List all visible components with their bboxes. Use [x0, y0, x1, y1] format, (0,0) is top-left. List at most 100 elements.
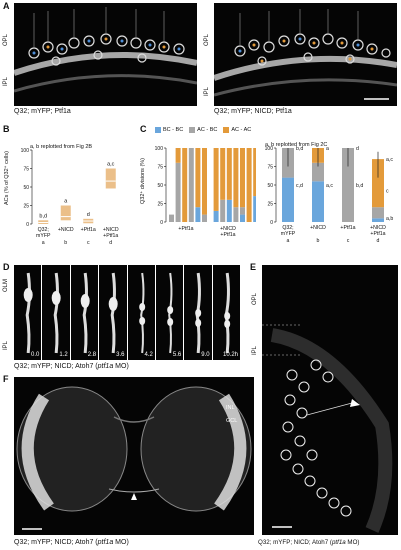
panel-e-opl-label: OPL	[252, 292, 258, 305]
group-label: +NICD	[310, 225, 326, 231]
timepoint-label: 10.2h	[222, 352, 238, 358]
significance-label-top: a	[326, 146, 329, 152]
panel-d-olm-label: OLM	[3, 278, 9, 292]
bar-ac-bc	[312, 162, 324, 182]
panel-d-ipl-label: IPL	[3, 340, 9, 350]
timepoint-label: 2.8	[87, 352, 97, 358]
stacked-bar-segment	[233, 207, 239, 222]
group-letter: a	[287, 238, 290, 244]
stacked-bar-segment	[182, 148, 188, 222]
timelapse-frame: 10.2h	[213, 265, 241, 360]
panel-f-image	[14, 377, 254, 535]
panel-a-ipl-label: IPL	[3, 76, 9, 86]
stacked-bar-segment	[175, 162, 181, 222]
timepoint-label: 4.2	[144, 352, 153, 358]
timelapse-frame: 1.2	[42, 265, 71, 360]
timepoint-label: 5.6	[172, 352, 182, 358]
group-letter: c	[87, 240, 90, 246]
group-label: +Ptf1a	[340, 225, 355, 231]
stacked-x-label: +NICD	[220, 226, 236, 232]
significance-label-mid: c	[386, 189, 389, 195]
stacked-bar-segment	[175, 148, 181, 163]
stacked-x-label: +Ptf1a	[178, 226, 193, 232]
stacked-bar-segment	[240, 148, 245, 208]
significance-label-bottom: a,b	[386, 216, 393, 222]
group-label: +NICD	[370, 225, 386, 231]
stacked-bar-segment	[220, 199, 226, 222]
arrowhead-icon	[131, 493, 137, 500]
timelapse-frame: 4.2	[128, 265, 156, 360]
panel-b-chart: 0255075100b,dQ32;mYFPaa+NICDbd+Ptf1aca,c…	[21, 148, 119, 246]
significance-label: a,c	[107, 162, 115, 168]
panel-e-letter: E	[250, 262, 257, 272]
bar-bc-bc	[372, 218, 384, 222]
y-tick-label: 75	[23, 166, 29, 172]
bar-bc-bc	[312, 181, 324, 222]
panel-e-retina	[262, 324, 393, 533]
significance-label-mid: a,c	[326, 183, 333, 189]
significance-label: a	[64, 199, 68, 205]
group-label: +Ptf1a	[103, 233, 118, 239]
group-letter: b	[317, 238, 320, 244]
timelapse-frame: 0.0	[14, 265, 43, 360]
stacked-bar-segment	[233, 148, 239, 208]
stacked-bar-segment	[253, 148, 256, 197]
panel-f-inl-label: INL	[226, 405, 235, 411]
panel-b-letter: B	[3, 124, 10, 134]
group-letter: c	[347, 238, 350, 244]
legend-ac-bc: AC - BC	[189, 127, 217, 133]
stacked-bar-segment	[240, 207, 245, 215]
panel-c-ylabel: Q32⁺ divisions (%)	[140, 157, 146, 204]
bar-ac-ac	[372, 159, 384, 208]
stacked-bar-segment	[195, 148, 201, 208]
stacked-bar-segment	[202, 148, 207, 215]
y-tick-label: 25	[157, 201, 163, 207]
panel-d-caption: Q32; mYFP; NICD; Atoh7 (ptf1a MO)	[14, 363, 129, 370]
panel-b-note: a, b replotted from Fig 2B	[30, 144, 93, 150]
panel-a-right-opl-label: OPL	[204, 33, 210, 46]
significance-label: b,d	[39, 213, 47, 219]
group-label: Q32;	[38, 227, 49, 233]
panel-d-letter: D	[3, 262, 10, 272]
significance-label-top: b,d	[296, 146, 303, 152]
timepoint-label: 9.0	[201, 352, 210, 358]
panel-c-note: a, b replotted from Fig 2C	[265, 142, 328, 148]
significance-label-top: d	[356, 146, 359, 152]
y-tick-label: 25	[267, 201, 273, 207]
y-tick-label: 75	[157, 164, 163, 170]
timelapse-frame: 3.6	[99, 265, 128, 360]
panel-a-opl-label: OPL	[3, 33, 9, 46]
stacked-bar-segment	[226, 199, 232, 222]
timelapse-frame: 9.0	[184, 265, 213, 360]
y-tick-label: 50	[267, 183, 273, 189]
y-tick-label: 100	[265, 146, 274, 152]
group-letter: d	[377, 238, 380, 244]
timelapse-frame: 5.6	[156, 265, 185, 360]
significance-label: d	[87, 212, 90, 218]
retina-arc-left	[14, 7, 197, 93]
panel-a-left-image	[14, 3, 197, 106]
group-label: +Ptf1a	[81, 227, 96, 233]
group-letter: a	[42, 240, 45, 246]
stacked-bar-segment	[220, 148, 226, 200]
significance-label-mid: b,d	[356, 183, 363, 189]
panel-f-gcl-label: GCL	[226, 418, 238, 424]
y-tick-label: 100	[155, 146, 164, 152]
stacked-bar-segment	[213, 148, 219, 211]
group-label: +NICD	[103, 227, 119, 233]
timelapse-frame: 2.8	[71, 265, 100, 360]
y-tick-label: 50	[157, 183, 163, 189]
y-tick-label: 0	[26, 222, 29, 228]
panel-a-letter: A	[3, 1, 10, 11]
panel-d-timelapse: 0.0 1.2 2.8 3.6 4.2 5.6 9.0 10.2h	[14, 265, 241, 360]
stacked-bar-segment	[202, 214, 207, 222]
box	[60, 205, 71, 221]
bar-bc-bc	[282, 177, 294, 222]
panel-b-ylabel: ACs (% of Q32⁺ cells)	[4, 151, 10, 205]
stacked-bar-segment	[226, 148, 232, 200]
stacked-bar-segment	[188, 148, 194, 222]
stacked-bar-segment	[195, 207, 201, 222]
retina-arc-right	[214, 9, 397, 100]
legend-ac-ac: AC - AC	[223, 127, 251, 133]
